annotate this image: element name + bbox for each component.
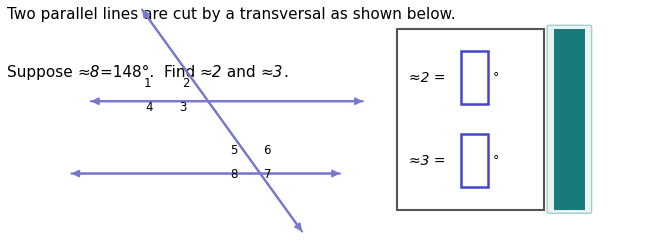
Text: ≈8: ≈8 [77, 65, 100, 80]
Bar [461, 134, 488, 187]
Bar [554, 29, 585, 210]
Text: 7: 7 [264, 168, 272, 181]
Text: 5: 5 [230, 144, 238, 157]
Text: 8: 8 [230, 168, 238, 181]
Text: °: ° [493, 154, 500, 167]
Text: Suppose: Suppose [7, 65, 77, 80]
Text: and: and [222, 65, 261, 80]
FancyBboxPatch shape [547, 25, 592, 213]
Text: °: ° [493, 71, 500, 84]
Text: ≈3: ≈3 [261, 65, 283, 80]
Bar [461, 51, 488, 104]
Text: ≈2 =: ≈2 = [409, 71, 445, 85]
Text: 6: 6 [263, 144, 270, 157]
Text: 1: 1 [143, 77, 151, 90]
Text: ≈3 =: ≈3 = [409, 154, 445, 168]
Text: Two parallel lines are cut by a transversal as shown below.: Two parallel lines are cut by a transver… [7, 7, 455, 22]
Text: ≈2: ≈2 [200, 65, 222, 80]
Text: .: . [283, 65, 288, 80]
Text: 2: 2 [182, 77, 190, 90]
Text: 4: 4 [145, 101, 153, 114]
Text: =148°.  Find: =148°. Find [100, 65, 200, 80]
Text: 3: 3 [179, 101, 187, 114]
Bar [397, 29, 544, 210]
